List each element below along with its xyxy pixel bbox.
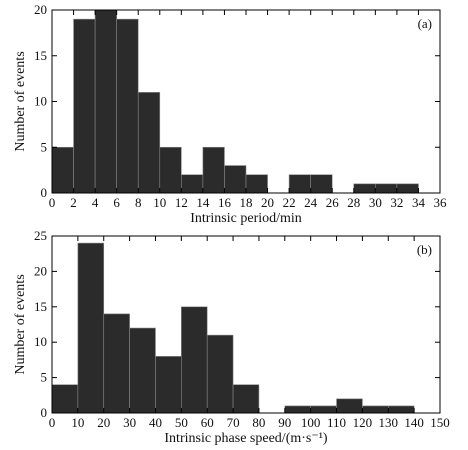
bar (155, 356, 182, 414)
x-tick-label: 18 (240, 195, 253, 210)
annotation: (a) (418, 16, 432, 31)
x-tick-label: 12 (175, 195, 188, 210)
x-tick-label: 14 (196, 195, 210, 210)
y-tick-label: 25 (34, 228, 47, 243)
x-axis-label: Intrinsic period/min (190, 211, 302, 226)
x-tick-label: 8 (135, 195, 142, 210)
annotation: (b) (417, 242, 432, 257)
x-tick-label: 10 (71, 415, 84, 430)
y-tick-label: 0 (41, 185, 48, 200)
y-axis-label: Number of events (13, 51, 28, 151)
x-tick-label: 40 (149, 415, 162, 430)
y-axis-label: Number of events (13, 274, 28, 374)
x-tick-label: 80 (252, 415, 265, 430)
bar (181, 174, 204, 194)
bar (245, 174, 268, 194)
x-tick-label: 34 (412, 195, 426, 210)
y-tick-label: 15 (34, 299, 47, 314)
bar (362, 405, 389, 414)
bar (51, 146, 74, 194)
x-tick-label: 32 (390, 195, 403, 210)
x-tick-label: 28 (347, 195, 360, 210)
x-tick-label: 120 (353, 415, 373, 430)
bar (94, 9, 117, 194)
x-tick-label: 130 (379, 415, 399, 430)
y-tick-label: 5 (41, 139, 48, 154)
bar (224, 165, 247, 194)
bar (51, 384, 79, 414)
x-tick-label: 26 (326, 195, 340, 210)
plot-frame (51, 235, 441, 414)
x-tick-label: 4 (92, 195, 99, 210)
bar (310, 174, 333, 194)
bar (129, 327, 156, 414)
x-tick-label: 90 (278, 415, 291, 430)
y-tick-label: 20 (34, 263, 47, 278)
x-tick-label: 10 (153, 195, 166, 210)
bar (202, 146, 225, 194)
bar (375, 183, 398, 194)
y-tick-label: 0 (41, 405, 48, 420)
x-tick-label: 150 (430, 415, 450, 430)
bar (396, 183, 419, 194)
bar (103, 313, 130, 414)
x-tick-label: 36 (434, 195, 448, 210)
bar (73, 18, 96, 194)
x-tick-label: 0 (49, 415, 56, 430)
x-axis-label: Intrinsic phase speed/(m·s⁻¹) (164, 431, 328, 446)
bar (116, 18, 139, 194)
y-tick-label: 5 (41, 370, 48, 385)
bar (206, 334, 234, 414)
bar (284, 405, 311, 414)
x-tick-label: 30 (123, 415, 136, 430)
x-tick-label: 6 (113, 195, 120, 210)
x-tick-label: 20 (97, 415, 110, 430)
bar (387, 405, 415, 414)
bar (353, 183, 376, 194)
x-tick-label: 24 (304, 195, 318, 210)
x-tick-label: 100 (301, 415, 321, 430)
bar (232, 384, 260, 414)
bar (336, 398, 363, 414)
x-tick-label: 16 (218, 195, 232, 210)
x-tick-label: 22 (283, 195, 296, 210)
bar (310, 405, 337, 414)
x-tick-label: 50 (175, 415, 188, 430)
x-tick-label: 0 (49, 195, 56, 210)
x-tick-label: 30 (369, 195, 382, 210)
x-tick-label: 70 (227, 415, 240, 430)
x-tick-label: 140 (404, 415, 424, 430)
x-tick-label: 60 (201, 415, 214, 430)
x-tick-label: 2 (70, 195, 77, 210)
bar (159, 146, 182, 194)
y-tick-label: 10 (34, 334, 47, 349)
bar (181, 306, 208, 414)
y-tick-label: 20 (34, 2, 47, 17)
y-tick-label: 10 (34, 94, 47, 109)
bar (137, 92, 161, 194)
bar (77, 242, 105, 414)
x-tick-label: 20 (261, 195, 274, 210)
bar (288, 174, 311, 194)
y-tick-label: 15 (34, 48, 47, 63)
x-tick-label: 110 (327, 415, 346, 430)
